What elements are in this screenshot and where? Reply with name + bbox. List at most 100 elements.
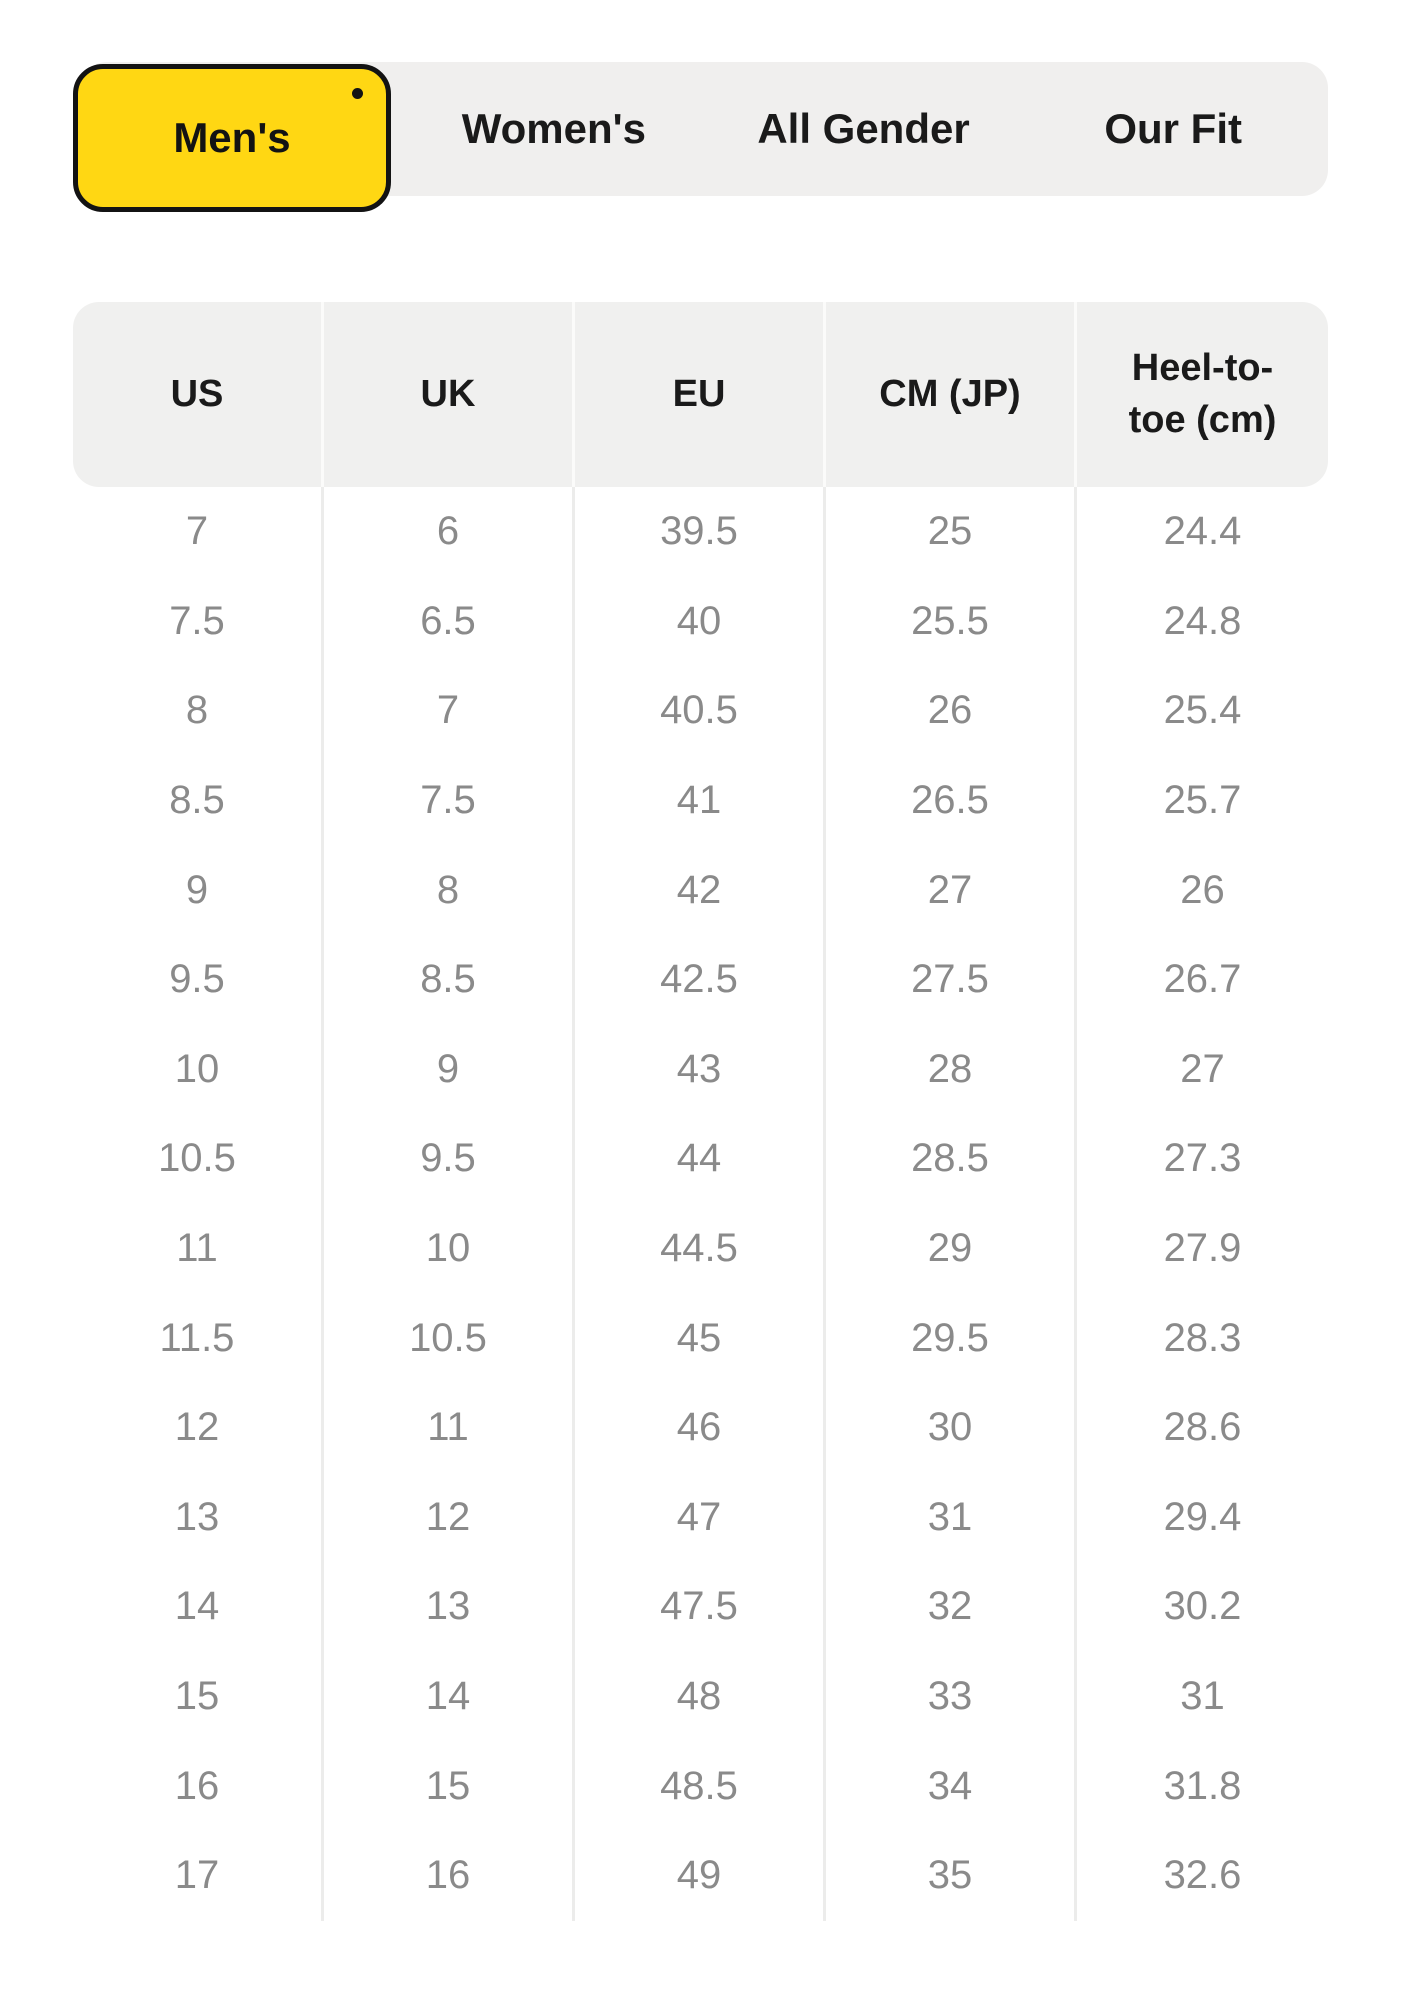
table-cell: 9.5 (324, 1114, 575, 1204)
table-cell: 12 (324, 1472, 575, 1563)
tab-our-fit[interactable]: Our Fit (1018, 62, 1328, 196)
table-cell: 8 (324, 845, 575, 935)
table-cell: 24.8 (1163, 598, 1242, 643)
table-cell: 11 (324, 1382, 575, 1473)
table-body: 7 6 39.5 25 24.4 7.5 6.5 40 25.5 24.8 8 7 40.5 26 25.4… (73, 487, 1328, 1921)
table-cell: 25 (826, 487, 1077, 577)
table-cell: 14 (73, 1562, 324, 1652)
table-cell: 33 (826, 1651, 1077, 1742)
table-cell: 29.4 (1163, 1494, 1242, 1539)
table-row: 8 7 40.5 26 25.4 (73, 666, 1328, 756)
table-cell: 29 (826, 1203, 1077, 1294)
table-cell: 10 (73, 1024, 324, 1115)
table-cell: 15 (73, 1651, 324, 1742)
table-cell: 7.5 (73, 576, 324, 667)
table-cell: 27 (1180, 1046, 1225, 1091)
table-cell: 28 (826, 1024, 1077, 1115)
table-cell: 8 (73, 666, 324, 756)
table-row: 7 6 39.5 25 24.4 (73, 487, 1328, 577)
table-row: 10 9 43 28 27 (73, 1024, 1328, 1115)
table-cell: 12 (73, 1382, 324, 1473)
table-cell: 9.5 (73, 934, 324, 1025)
tab-womens-label: Women's (461, 105, 646, 152)
table-cell: 16 (324, 1830, 575, 1921)
table-cell: 32 (826, 1562, 1077, 1652)
size-conversion-table: US UK EU CM (JP) Heel-to-toe (cm) 7 6 39.5… (73, 302, 1328, 1921)
table-cell: 28.5 (826, 1114, 1077, 1204)
table-cell: 45 (575, 1293, 826, 1383)
table-cell: 10 (324, 1203, 575, 1294)
column-header-cm-jp: CM (JP) (826, 302, 1077, 487)
table-cell: 26 (1180, 867, 1225, 912)
table-cell: 40.5 (575, 666, 826, 756)
table-cell: 49 (575, 1830, 826, 1921)
table-cell: 30 (826, 1382, 1077, 1473)
table-cell: 48 (575, 1651, 826, 1742)
table-row: 13 12 47 31 29.4 (73, 1472, 1328, 1563)
table-cell: 7 (73, 487, 324, 577)
table-cell: 27.3 (1163, 1136, 1242, 1181)
table-row: 17 16 49 35 32.6 (73, 1830, 1328, 1921)
table-cell: 8.5 (324, 934, 575, 1025)
table-cell: 40 (575, 576, 826, 667)
column-header-us: US (73, 302, 324, 487)
tab-mens[interactable]: Men's (73, 64, 391, 212)
table-cell: 13 (324, 1562, 575, 1652)
table-cell: 29.5 (826, 1293, 1077, 1383)
table-cell: 17 (73, 1830, 324, 1921)
table-header-row: US UK EU CM (JP) Heel-to-toe (cm) (73, 302, 1328, 487)
table-cell: 10.5 (73, 1114, 324, 1204)
table-row: 9 8 42 27 26 (73, 845, 1328, 935)
table-cell: 27.9 (1163, 1226, 1242, 1271)
table-cell: 25.7 (1163, 778, 1242, 823)
table-cell: 42 (575, 845, 826, 935)
table-cell: 25.4 (1163, 688, 1242, 733)
table-cell: 14 (324, 1651, 575, 1742)
tab-our-fit-label: Our Fit (1104, 105, 1242, 152)
table-cell: 31 (826, 1472, 1077, 1563)
table-cell: 27.5 (826, 934, 1077, 1025)
table-cell: 9 (73, 845, 324, 935)
table-cell: 39.5 (575, 487, 826, 577)
table-row: 12 11 46 30 28.6 (73, 1382, 1328, 1473)
table-cell: 7 (324, 666, 575, 756)
table-row: 11 10 44.5 29 27.9 (73, 1203, 1328, 1294)
table-cell: 26 (826, 666, 1077, 756)
table-cell: 46 (575, 1382, 826, 1473)
table-cell: 35 (826, 1830, 1077, 1921)
table-row: 14 13 47.5 32 30.2 (73, 1562, 1328, 1652)
column-header-uk: UK (324, 302, 575, 487)
table-cell: 7.5 (324, 755, 575, 846)
table-cell: 42.5 (575, 934, 826, 1025)
table-cell: 44.5 (575, 1203, 826, 1294)
tab-all-gender-label: All Gender (757, 105, 970, 152)
selected-tab-dot-icon (352, 88, 363, 99)
column-header-heel-to-toe: Heel-to-toe (cm) (1077, 302, 1328, 487)
table-cell: 26.5 (826, 755, 1077, 846)
table-cell: 26.7 (1163, 957, 1242, 1002)
tab-all-gender[interactable]: All Gender (709, 62, 1019, 196)
table-cell: 34 (826, 1741, 1077, 1831)
table-cell: 47 (575, 1472, 826, 1563)
table-cell: 6 (324, 487, 575, 577)
table-row: 8.5 7.5 41 26.5 25.7 (73, 755, 1328, 846)
table-cell: 30.2 (1163, 1584, 1242, 1629)
tab-group-unselected: Women's All Gender Our Fit (399, 62, 1328, 196)
table-cell: 28.3 (1163, 1315, 1242, 1360)
table-row: 7.5 6.5 40 25.5 24.8 (73, 576, 1328, 667)
table-cell: 31.8 (1163, 1763, 1242, 1808)
table-cell: 44 (575, 1114, 826, 1204)
table-cell: 31 (1180, 1674, 1225, 1719)
table-cell: 43 (575, 1024, 826, 1115)
table-cell: 47.5 (575, 1562, 826, 1652)
table-row: 10.5 9.5 44 28.5 27.3 (73, 1114, 1328, 1204)
table-row: 15 14 48 33 31 (73, 1651, 1328, 1742)
table-row: 16 15 48.5 34 31.8 (73, 1741, 1328, 1831)
table-cell: 27 (826, 845, 1077, 935)
tab-womens[interactable]: Women's (399, 62, 709, 196)
table-cell: 32.6 (1163, 1853, 1242, 1898)
table-cell: 24.4 (1163, 509, 1242, 554)
table-cell: 10.5 (324, 1293, 575, 1383)
gender-tab-bar: Men's Women's All Gender Our Fit (73, 62, 1328, 212)
